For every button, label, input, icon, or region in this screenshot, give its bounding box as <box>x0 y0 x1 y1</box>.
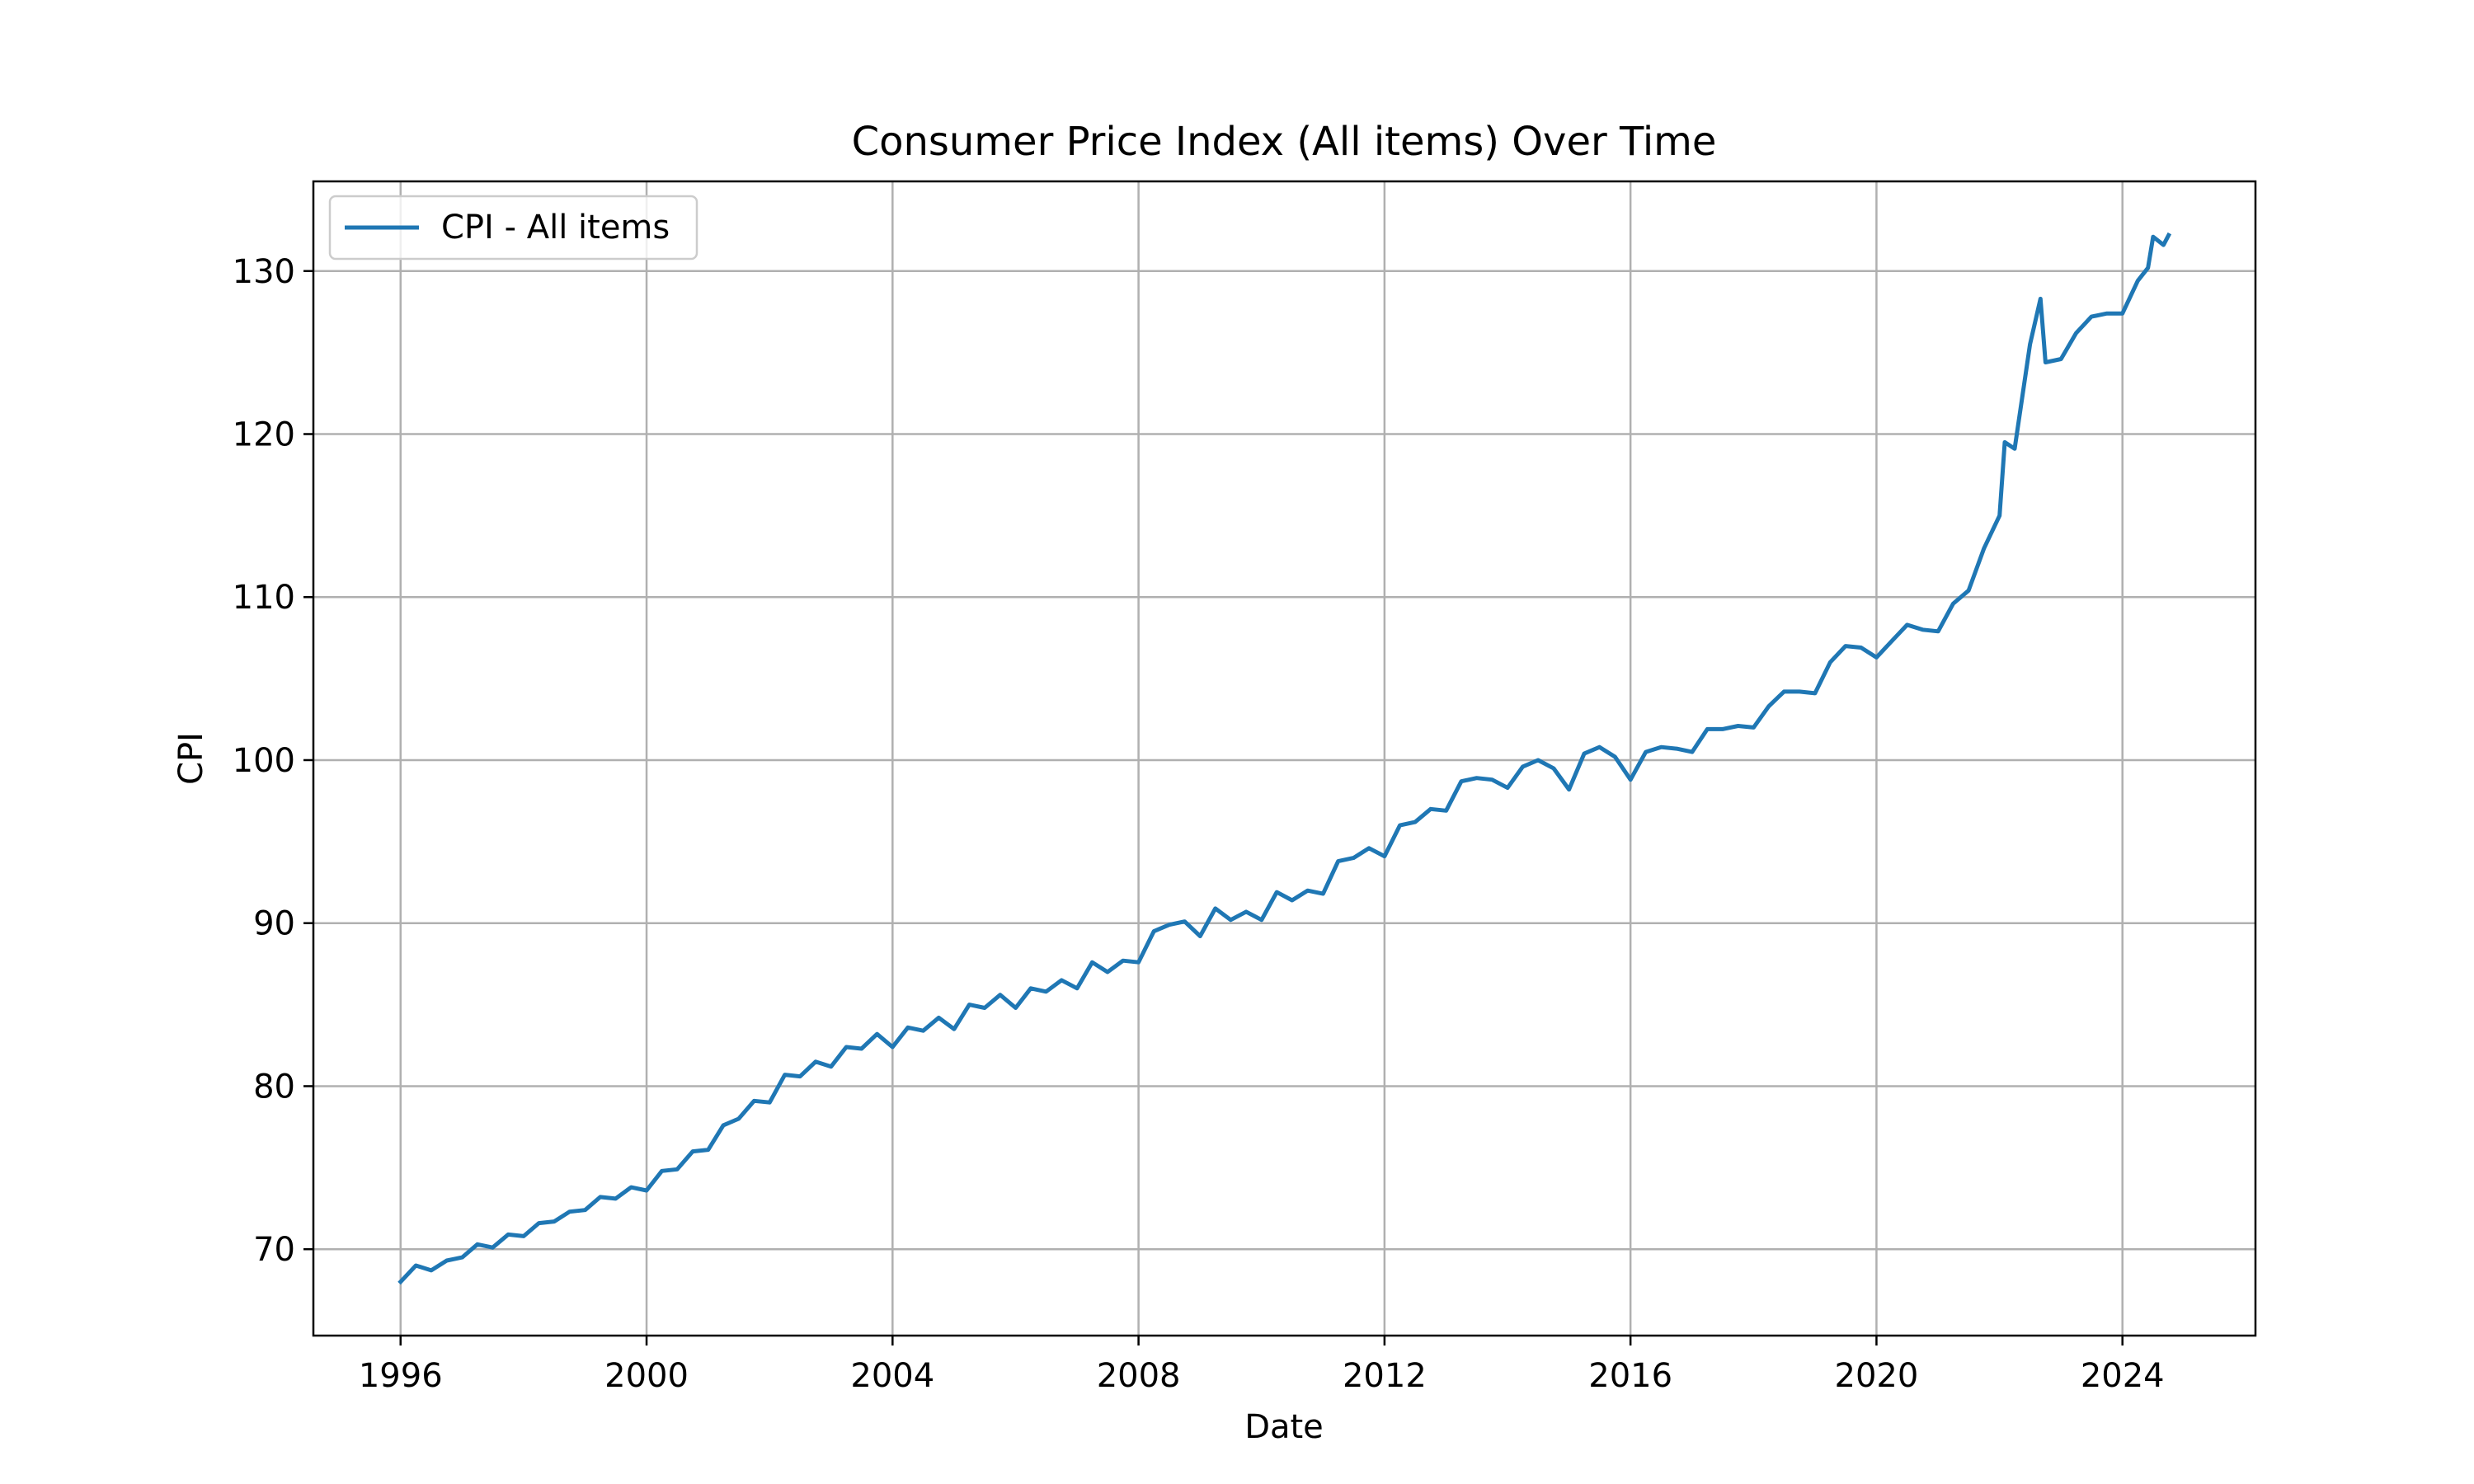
x-tick-label: 2024 <box>2081 1357 2165 1395</box>
x-tick-label: 2016 <box>1588 1357 1672 1395</box>
y-axis-ticks: 70 80 90 100 110 120 130 <box>233 253 313 1269</box>
x-tick-label: 2008 <box>1097 1357 1181 1395</box>
y-tick-label: 120 <box>233 416 295 453</box>
series-line-cpi <box>397 232 2172 1285</box>
x-axis-ticks: 1996 2000 2004 2008 2012 2016 2020 2024 <box>359 1336 2165 1395</box>
x-tick-label: 1996 <box>359 1357 443 1395</box>
legend: CPI - All items <box>328 195 698 261</box>
x-tick-label: 2020 <box>1835 1357 1919 1395</box>
x-tick-label: 2012 <box>1343 1357 1427 1395</box>
grid-lines <box>313 181 2255 1336</box>
series-lines <box>397 232 2172 1285</box>
x-tick-label: 2000 <box>604 1357 689 1395</box>
plot-area-frame <box>312 180 2257 1337</box>
y-tick-label: 70 <box>253 1231 295 1269</box>
legend-label-cpi: CPI - All items <box>441 209 670 247</box>
y-axis-label: CPI <box>172 732 210 785</box>
x-axis-label: Date <box>1244 1408 1324 1446</box>
y-tick-label: 110 <box>233 579 295 617</box>
legend-box <box>328 195 698 261</box>
y-tick-label: 100 <box>233 742 295 780</box>
y-tick-label: 90 <box>253 905 295 943</box>
y-tick-label: 80 <box>253 1068 295 1106</box>
y-tick-label: 130 <box>233 253 295 291</box>
x-tick-label: 2004 <box>850 1357 934 1395</box>
chart-title: Consumer Price Index (All items) Over Ti… <box>852 119 1717 165</box>
